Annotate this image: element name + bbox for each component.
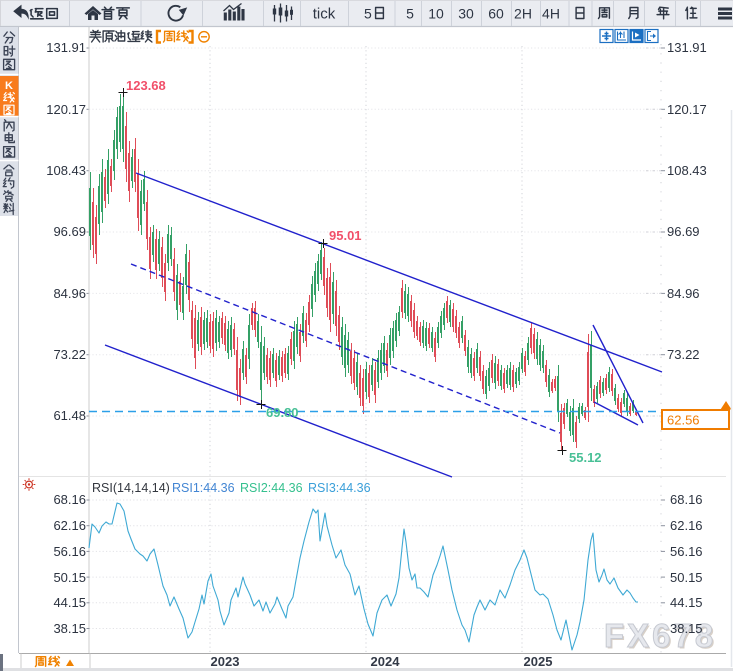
svg-text:69.80: 69.80 [266,405,299,420]
svg-text:RSI3:44.36: RSI3:44.36 [308,481,371,495]
svg-text:2023: 2023 [211,654,240,669]
svg-text:5: 5 [406,6,414,22]
svg-text:95.01: 95.01 [329,228,362,243]
svg-text:RSI(14,14,14): RSI(14,14,14) [92,481,170,495]
svg-text:73.22: 73.22 [53,347,86,362]
svg-text:FX678: FX678 [606,619,718,656]
svg-text:96.69: 96.69 [667,224,700,239]
svg-text:108.43: 108.43 [46,163,86,178]
svg-text:44.15: 44.15 [53,595,86,610]
svg-text:30: 30 [458,6,474,22]
svg-text:68.16: 68.16 [670,492,703,507]
svg-text:96.69: 96.69 [53,224,86,239]
svg-text:120.17: 120.17 [667,102,707,117]
svg-text:62.56: 62.56 [667,413,700,428]
svg-text:56.16: 56.16 [53,544,86,559]
svg-text:5: 5 [364,6,372,22]
svg-text:44.15: 44.15 [670,595,703,610]
svg-text:50.15: 50.15 [53,570,86,585]
svg-text:108.43: 108.43 [667,163,707,178]
svg-text:62.16: 62.16 [53,518,86,533]
svg-text:73.22: 73.22 [667,347,700,362]
svg-text:tick: tick [313,6,336,23]
svg-text:56.16: 56.16 [670,544,703,559]
svg-text:38.15: 38.15 [670,621,703,636]
svg-text:120.17: 120.17 [46,102,86,117]
svg-text:2H: 2H [514,6,532,22]
svg-text:2025: 2025 [524,654,553,669]
svg-text:4H: 4H [542,6,560,22]
svg-text:131.91: 131.91 [46,40,86,55]
svg-text:68.16: 68.16 [53,492,86,507]
svg-text:61.48: 61.48 [53,408,86,423]
svg-text:10: 10 [428,6,444,22]
svg-text:RSI1:44.36: RSI1:44.36 [172,481,235,495]
svg-text:84.96: 84.96 [53,286,86,301]
svg-text:84.96: 84.96 [667,286,700,301]
svg-text:123.68: 123.68 [126,78,166,93]
svg-text:62.16: 62.16 [670,518,703,533]
svg-text:38.15: 38.15 [53,621,86,636]
svg-text:131.91: 131.91 [667,40,707,55]
svg-text:60: 60 [488,6,504,22]
svg-text:FX678: FX678 [604,617,716,654]
svg-text:55.12: 55.12 [569,450,602,465]
svg-text:K: K [5,80,13,92]
svg-text:RSI2:44.36: RSI2:44.36 [240,481,303,495]
svg-text:50.15: 50.15 [670,570,703,585]
svg-text:2024: 2024 [371,654,401,669]
